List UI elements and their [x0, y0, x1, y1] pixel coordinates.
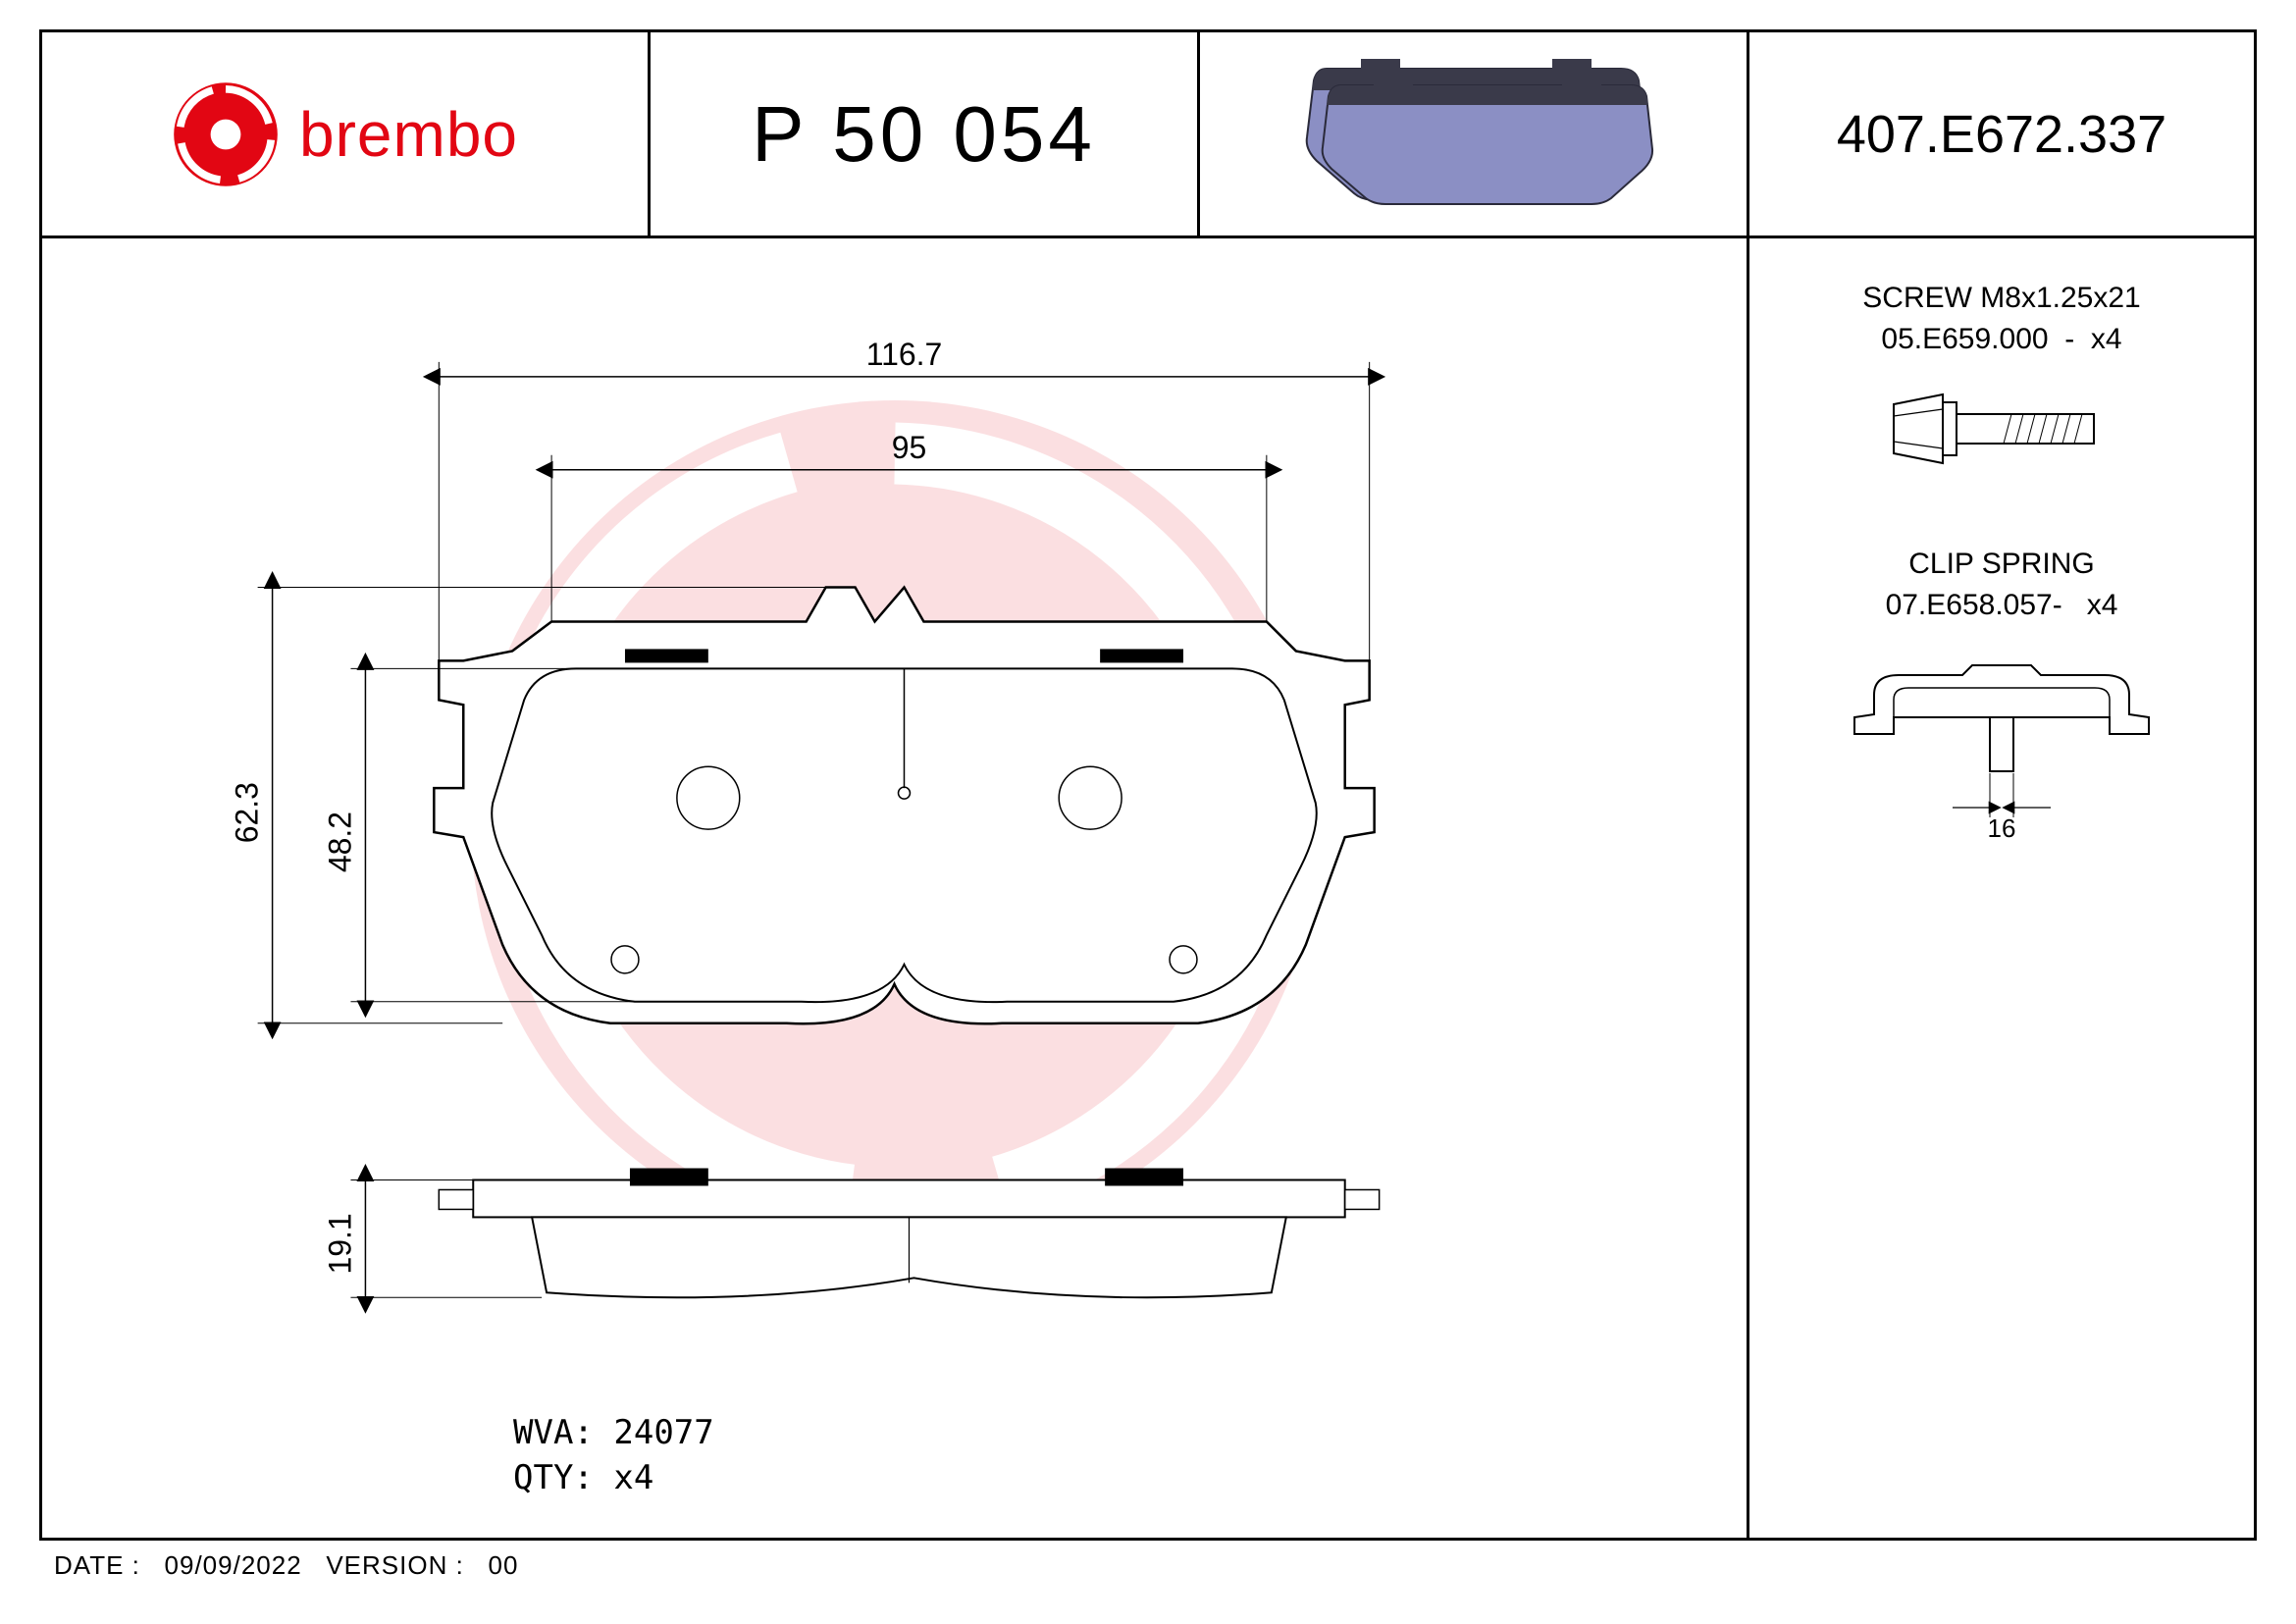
pad-render-icon [1268, 51, 1680, 218]
logo-cell: brembo [42, 32, 651, 236]
dim-label: 48.2 [322, 812, 357, 872]
version-value: 00 [489, 1550, 519, 1580]
screw-code: 05.E659.000 [1881, 323, 2048, 355]
part-number: P 50 054 [752, 89, 1096, 180]
footer-line: DATE : 09/09/2022 VERSION : 00 [54, 1550, 518, 1581]
dim-label: 95 [892, 430, 927, 465]
dim-label: 116.7 [866, 337, 943, 372]
clip-dim: 16 [1988, 813, 2016, 843]
header-row: brembo P 50 054 [42, 32, 2254, 238]
wva-value: 24077 [613, 1413, 713, 1452]
version-label: VERSION : [326, 1550, 463, 1580]
brand-logo: brembo [172, 80, 518, 188]
body-row: 116.7 95 62.3 [42, 238, 2254, 1541]
clip-qty: x4 [2087, 589, 2118, 621]
screw-title: SCREW M8x1.25x21 [1862, 278, 2140, 319]
accessories-panel: SCREW M8x1.25x21 05.E659.000 - x4 [1749, 238, 2254, 1541]
screw-qty: x4 [2091, 323, 2122, 355]
date-value: 09/09/2022 [165, 1550, 302, 1580]
clip-title: CLIP SPRING [1835, 544, 2168, 585]
qty-value: x4 [613, 1458, 653, 1497]
sheet: brembo P 50 054 [0, 0, 2296, 1624]
main-drawing-area: 116.7 95 62.3 [42, 238, 1749, 1541]
brand-name: brembo [299, 98, 518, 171]
drawing-code: 407.E672.337 [1837, 104, 2166, 165]
clip-spring-icon: 16 [1835, 641, 2168, 847]
front-view [434, 588, 1374, 1024]
part-number-cell: P 50 054 [651, 32, 1200, 236]
side-view [439, 1169, 1379, 1298]
brembo-mark-icon [172, 80, 280, 188]
date-label: DATE : [54, 1550, 140, 1580]
qty-label: QTY: [513, 1458, 594, 1497]
clip-code: 07.E658.057- [1886, 589, 2062, 621]
dim-pad-width: 95 [551, 430, 1267, 622]
wva-label: WVA: [513, 1413, 594, 1452]
screw-icon [1874, 375, 2129, 483]
drawing-code-cell: 407.E672.337 [1749, 32, 2254, 236]
drawing-frame: brembo P 50 054 [39, 29, 2257, 1541]
dim-label: 19.1 [322, 1213, 357, 1274]
metadata-block: WVA: 24077 QTY: x4 [513, 1411, 714, 1501]
render-cell [1200, 32, 1749, 236]
clip-block: CLIP SPRING 07.E658.057- x4 [1835, 544, 2168, 859]
dim-label: 62.3 [230, 782, 265, 843]
screw-block: SCREW M8x1.25x21 05.E659.000 - x4 [1862, 278, 2140, 495]
technical-drawing: 116.7 95 62.3 [42, 238, 1747, 1541]
